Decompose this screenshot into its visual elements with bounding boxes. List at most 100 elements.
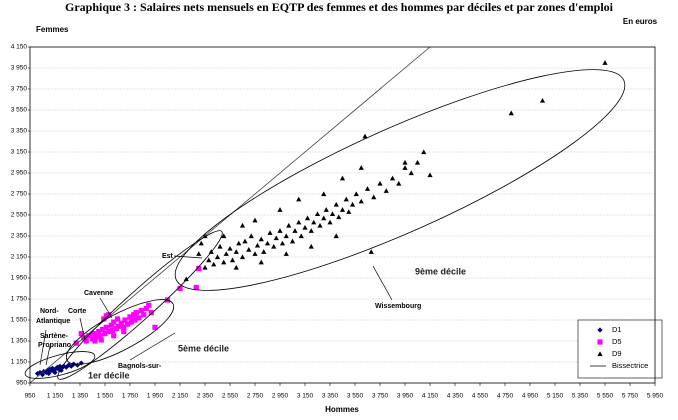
point-triangle — [239, 254, 246, 260]
x-tick-label: 1 750 — [122, 393, 139, 400]
x-tick-label: 950 — [25, 393, 36, 400]
point-triangle — [329, 211, 336, 217]
x-tick-label: 4 550 — [472, 393, 489, 400]
point-square — [127, 314, 133, 320]
point-triangle — [311, 219, 317, 225]
y-tick-label: 1 150 — [11, 359, 28, 366]
point-triangle — [353, 191, 359, 197]
point-triangle — [323, 207, 329, 212]
x-tick-label: 2 550 — [222, 393, 239, 400]
x-tick-label: 2 950 — [272, 393, 289, 400]
point-diamond — [39, 372, 46, 378]
annotation: 1er décile — [88, 370, 130, 380]
point-triangle — [402, 165, 408, 170]
point-triangle — [371, 194, 377, 200]
point-triangle — [389, 175, 396, 181]
y-tick-label: 1 350 — [11, 338, 28, 345]
y-tick-label: 1 750 — [11, 296, 28, 303]
annotation: Nord- — [40, 308, 59, 315]
point-diamond — [61, 363, 67, 369]
point-triangle — [258, 236, 264, 242]
point-triangle — [333, 233, 339, 239]
legend-label: Bissectrice — [612, 361, 648, 370]
point-square — [128, 319, 134, 325]
point-triangle — [427, 172, 433, 178]
unit-note: En euros — [623, 17, 658, 26]
point-triangle — [358, 165, 364, 170]
point-triangle — [227, 246, 233, 251]
arrow — [129, 332, 176, 361]
point-triangle — [508, 110, 514, 116]
annotation: Atlantique — [36, 318, 70, 325]
point-square — [141, 312, 147, 318]
annotation: Bagnols-sur- — [118, 363, 162, 370]
point-triangle — [233, 264, 239, 270]
x-tick-label: 3 550 — [347, 393, 364, 400]
point-triangle — [308, 228, 314, 233]
point-triangle — [298, 233, 304, 239]
point-triangle — [248, 233, 254, 239]
point-triangle — [246, 247, 252, 252]
y-tick-label: 4 150 — [11, 44, 28, 51]
x-tick-label: 1 950 — [147, 393, 164, 400]
point-triangle — [183, 276, 189, 282]
ellipses — [24, 69, 626, 380]
y-tick-label: 3 350 — [11, 128, 28, 135]
point-square — [93, 334, 99, 340]
point-square — [73, 340, 79, 346]
ellipse-est — [57, 230, 223, 380]
point-triangle — [336, 214, 342, 220]
legend-box — [577, 319, 663, 379]
x-tick-label: 5 150 — [547, 393, 564, 400]
point-triangle — [273, 235, 279, 241]
point-triangle — [221, 233, 227, 239]
point-triangle — [214, 254, 221, 260]
point-triangle — [264, 240, 271, 246]
point-square — [99, 326, 106, 333]
annotation: Sartène- — [40, 333, 69, 340]
y-tick-label: 3 550 — [11, 107, 28, 114]
y-tick-label: 2 750 — [11, 191, 28, 198]
point-square — [101, 316, 107, 322]
point-square — [114, 316, 121, 322]
x-tick-label: 3 750 — [372, 393, 389, 400]
x-tick-label: 4 350 — [447, 393, 464, 400]
point-triangle — [277, 228, 283, 233]
point-triangle — [233, 249, 239, 254]
point-triangle — [302, 225, 308, 230]
point-triangle — [402, 159, 408, 165]
point-triangle — [286, 222, 292, 228]
point-square — [108, 322, 114, 328]
arrow — [39, 329, 47, 366]
point-triangle — [304, 215, 311, 221]
point-triangle — [377, 180, 383, 186]
point-triangle — [242, 238, 248, 244]
chart-title: Graphique 3 : Salaires nets mensuels en … — [65, 0, 614, 14]
annotation: Corte — [68, 308, 86, 315]
point-diamond — [48, 367, 54, 373]
x-tick-label: 3 950 — [397, 393, 414, 400]
x-tick-label: 4 150 — [422, 393, 439, 400]
point-square — [92, 338, 98, 344]
grid: 950 1 150 1 350 1 550 1 750 1 950 2 150 2 350 2 … — [11, 44, 664, 400]
point-diamond — [58, 367, 64, 373]
point-triangle — [252, 217, 258, 223]
point-triangle — [296, 196, 302, 202]
arrow — [372, 265, 393, 301]
point-square — [122, 317, 128, 323]
point-triangle — [211, 261, 217, 267]
point-triangle — [289, 238, 296, 244]
annotation: Cavenne — [84, 290, 113, 297]
arrow — [99, 297, 113, 319]
arrow — [79, 317, 86, 341]
point-square — [86, 333, 92, 339]
point-square — [138, 307, 144, 314]
y-tick-label: 1 550 — [11, 317, 28, 324]
point-triangle — [229, 257, 236, 263]
arrow — [173, 255, 203, 259]
point-triangle — [277, 207, 283, 212]
point-triangle — [597, 351, 603, 357]
point-triangle — [252, 251, 258, 256]
point-square — [193, 284, 199, 291]
point-square — [121, 324, 127, 330]
